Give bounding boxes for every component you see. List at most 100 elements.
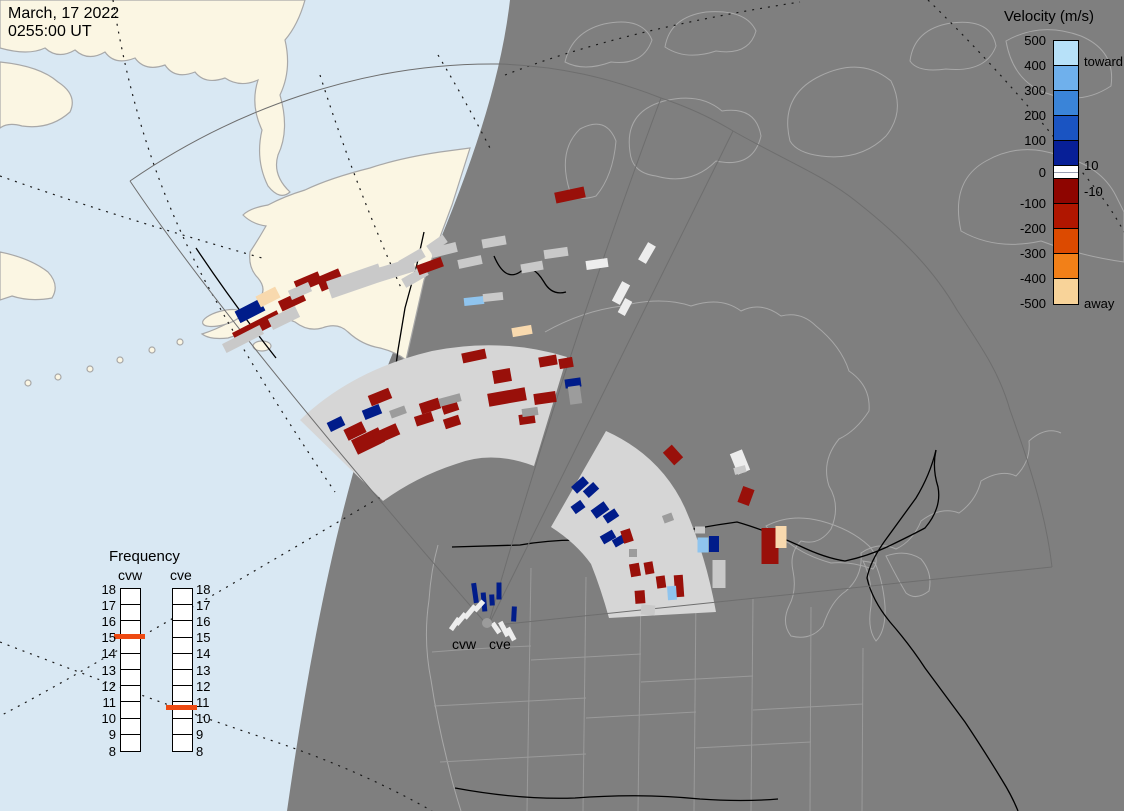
velocity-cell [599, 529, 617, 545]
coastline-siberia-lobe [0, 61, 73, 129]
colorbar-tick: -100 [1019, 196, 1046, 211]
velocity-cell [287, 281, 313, 301]
frequency-tick: 17 [101, 597, 116, 613]
velocity-cell [367, 387, 393, 407]
colorbar-segment [1054, 204, 1078, 229]
colorbar-zero-band [1054, 166, 1078, 179]
lake-superior [765, 517, 877, 570]
velocity-cell [267, 306, 301, 330]
fan-edge-south [487, 566, 1053, 627]
frequency-tick: 16 [101, 613, 116, 629]
flow-vector [498, 620, 510, 638]
border-us-mexico [454, 787, 779, 802]
timestamp: March, 17 2022 0255:00 UT [8, 5, 119, 42]
frequency-tick: 9 [196, 727, 204, 743]
colorbar-segment [1054, 41, 1078, 66]
frequency-bar-cell [173, 670, 192, 687]
velocity-cell [697, 537, 709, 553]
velocity-colorbar [1053, 40, 1079, 305]
velocity-cell [234, 298, 266, 324]
colorbar-tick: -400 [1019, 271, 1046, 286]
velocity-cell [371, 423, 401, 445]
colorbar-segment [1054, 141, 1078, 166]
velocity-cell [558, 356, 574, 370]
velocity-cell [492, 368, 512, 384]
frequency-tick: 8 [196, 743, 204, 759]
frequency-bar-cell [121, 654, 140, 670]
frequency-bar-cvw [120, 588, 141, 752]
colorbar-segment [1054, 254, 1078, 279]
colorbar-segment [1054, 66, 1078, 91]
velocity-cell [712, 560, 726, 588]
flow-vector [448, 616, 462, 632]
velocity-cell [629, 549, 637, 557]
velocity-cell [617, 298, 633, 316]
timestamp-date: March, 17 2022 [8, 5, 120, 22]
velocity-cell [628, 562, 642, 578]
velocity-cell [255, 286, 281, 308]
frequency-bar-cell [173, 605, 192, 622]
frequency-marker-cve [166, 704, 197, 710]
colorbar-tick: -300 [1019, 246, 1046, 261]
velocity-cell [571, 476, 589, 494]
frequency-bar-cell [121, 702, 140, 719]
frequency-tick: 11 [102, 694, 117, 710]
velocity-cell [761, 528, 779, 564]
colorbar-tick: 400 [1024, 58, 1046, 73]
velocity-cell [398, 248, 426, 270]
velocity-cell [430, 242, 458, 258]
flow-vector [490, 621, 502, 635]
frequency-tick: 15 [101, 630, 116, 646]
frequency-bar-cell [173, 686, 192, 703]
velocity-legend: Velocity (m/s) 500 400 300 200 100 0 -100 -200 -… [1000, 8, 1124, 328]
velocity-cell [602, 508, 620, 524]
frequency-bar-cell [173, 621, 192, 638]
frequency-bar-cell [121, 719, 140, 735]
frequency-bar-cve [172, 588, 193, 752]
velocity-cell [222, 325, 264, 353]
colorbar-segment [1054, 91, 1078, 116]
radar-site-dot [482, 618, 492, 628]
velocity-cell [737, 485, 755, 507]
velocity-cell [775, 526, 787, 548]
velocity-cell [511, 324, 533, 338]
velocity-cell [418, 397, 442, 415]
colorbar-tick: 300 [1024, 83, 1046, 98]
flow-vector [472, 599, 486, 613]
frequency-tick: 13 [196, 662, 211, 678]
timestamp-time: 0255:00 UT [8, 23, 92, 41]
frequency-bar-cell [121, 589, 140, 606]
frequency-tick: 12 [196, 678, 211, 694]
flow-vector [496, 582, 502, 600]
frequency-tick: 13 [101, 662, 116, 678]
vectors-layer [448, 582, 517, 642]
velocity-cell [661, 512, 675, 524]
away-label: away [1084, 296, 1115, 311]
velocity-cell [482, 291, 504, 303]
frequency-bar-cell [173, 719, 192, 735]
lower-threshold-label: -10 [1084, 184, 1103, 199]
velocity-cell [416, 256, 444, 276]
coastline-chukotka [0, 0, 306, 196]
frequency-tick: 9 [108, 727, 116, 743]
colorbar-tick: 100 [1024, 133, 1046, 148]
fan-edge-cve-west [487, 130, 734, 627]
frequency-tick: 17 [196, 597, 211, 613]
border-dateline [195, 247, 277, 359]
velocity-cell [662, 444, 684, 466]
velocity-cell [343, 421, 367, 441]
velocity-cell [667, 585, 677, 601]
frequency-legend: Frequency cvw cve 18 18 17 17 16 16 15 15 14 14 13… [95, 548, 230, 778]
aleutian-island [86, 365, 94, 373]
frequency-bar-cell [121, 735, 140, 751]
toward-label: toward [1084, 54, 1124, 69]
frequency-tick: 12 [101, 678, 116, 694]
velocity-cell [570, 499, 586, 515]
radar-label-cvw: cvw [452, 636, 477, 652]
coastline-us-west [425, 544, 462, 811]
velocity-cell [316, 268, 344, 292]
frequency-tick: 18 [101, 581, 116, 597]
velocity-cell [438, 393, 462, 407]
